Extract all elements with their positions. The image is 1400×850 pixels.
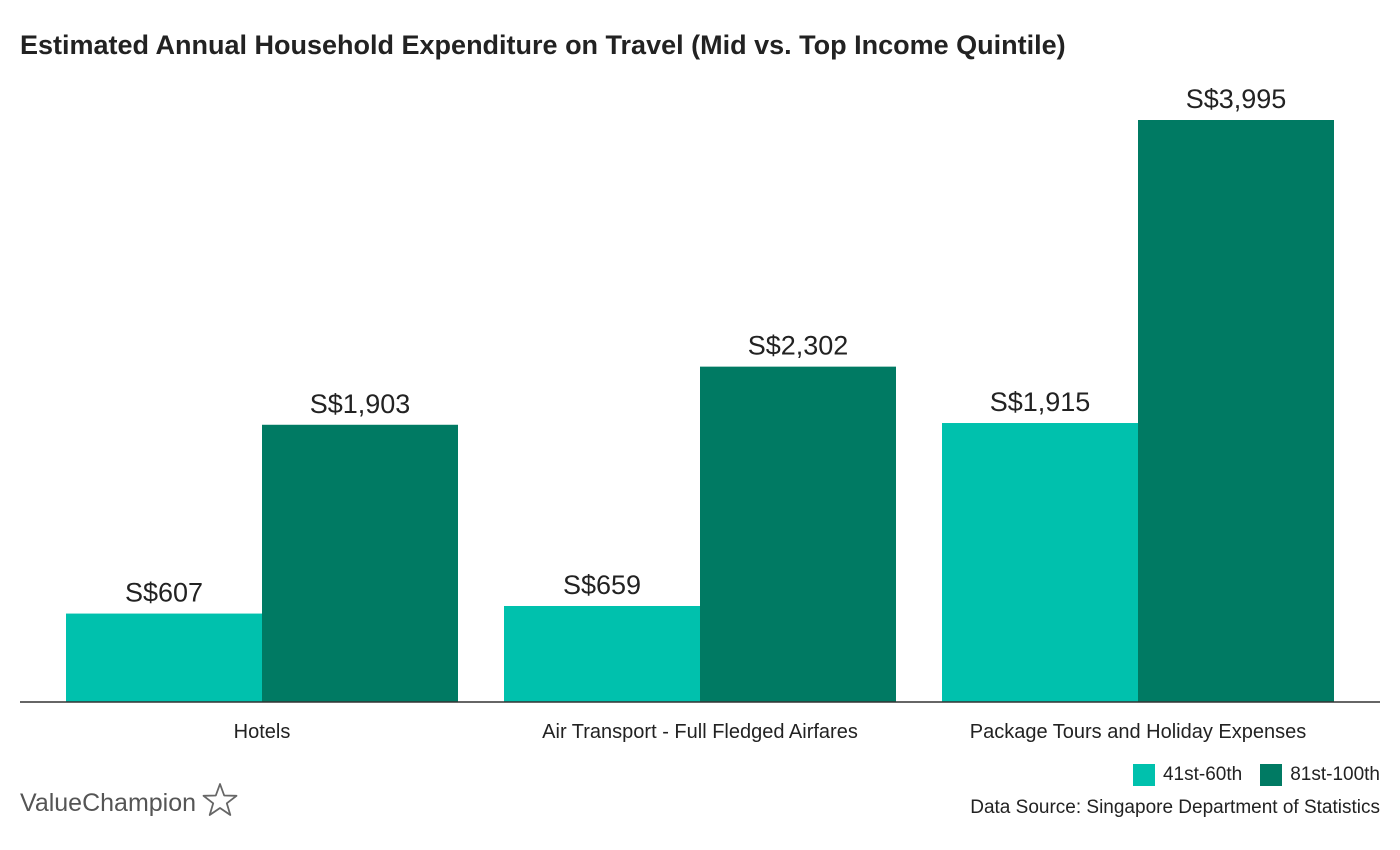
x-tick-label-2: Air Transport - Full Fledged Airfares — [542, 721, 858, 743]
bar-series-1-category-3 — [942, 423, 1138, 702]
bar-series-1-category-2 — [504, 605, 700, 702]
legend-item-series-1: 41st-60th — [1132, 764, 1243, 786]
data-label-series-1-category-1: S$607 — [125, 578, 203, 608]
bar-series-1-category-1 — [66, 613, 262, 702]
brand-name: ValueChampion — [20, 789, 197, 817]
bar-series-2-category-2 — [700, 366, 896, 702]
x-tick-label-3: Package Tours and Holiday Expenses — [970, 721, 1307, 743]
legend-label-series-2: 81st-100th — [1290, 764, 1380, 785]
chart-title: Estimated Annual Household Expenditure o… — [20, 30, 1066, 60]
bar-chart: S$607 S$1,903 S$659 S$2,302 S$1,915 S$3,995 H… — [20, 84, 1380, 743]
data-label-series-1-category-2: S$659 — [563, 570, 641, 600]
legend-item-series-2: 81st-100th — [1260, 764, 1380, 786]
brand-logo: ValueChampion — [20, 782, 238, 825]
data-label-series-2-category-1: S$1,903 — [310, 389, 411, 419]
legend-swatch-series-1 — [1132, 764, 1155, 786]
star-outline-icon — [202, 782, 238, 825]
data-label-series-2-category-2: S$2,302 — [748, 331, 849, 361]
bar-series-2-category-3 — [1138, 120, 1334, 702]
data-source-note: Data Source: Singapore Department of Sta… — [970, 797, 1380, 818]
x-tick-label-1: Hotels — [234, 721, 291, 743]
data-label-series-2-category-3: S$3,995 — [1186, 84, 1287, 114]
legend-label-series-1: 41st-60th — [1162, 764, 1243, 785]
x-tick-labels-layer: Hotels Air Transport - Full Fledged Airfa… — [234, 721, 1307, 743]
bars-layer — [66, 120, 1334, 702]
data-labels-layer: S$607 S$1,903 S$659 S$2,302 S$1,915 S$3,995 — [125, 84, 1286, 608]
legend: 41st-60th 81st-100th — [1115, 764, 1380, 786]
data-label-series-1-category-3: S$1,915 — [990, 387, 1091, 417]
bar-series-2-category-1 — [262, 424, 458, 702]
legend-swatch-series-2 — [1260, 764, 1283, 786]
